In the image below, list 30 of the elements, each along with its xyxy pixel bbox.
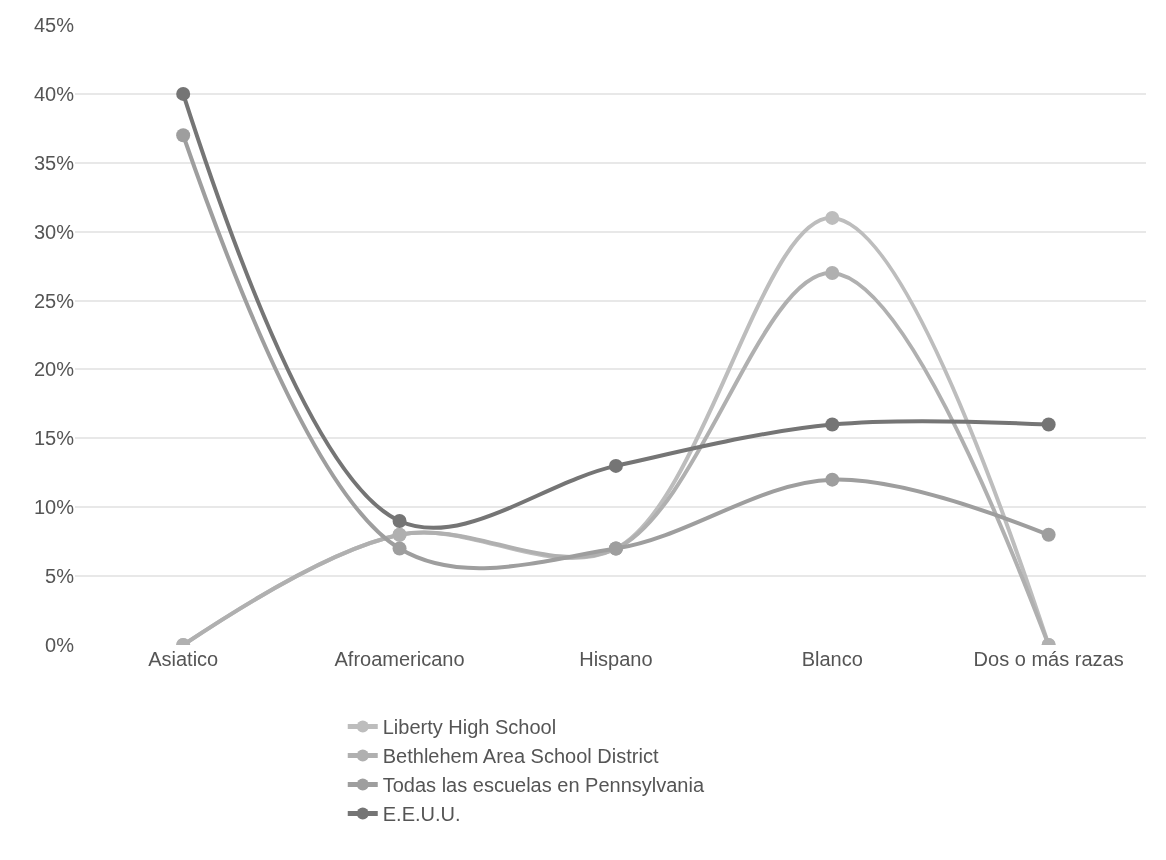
point (1041, 417, 1056, 432)
point (825, 210, 840, 225)
point (176, 128, 191, 143)
point (608, 458, 623, 473)
x-tick-label: Asiatico (148, 648, 219, 670)
y-tick-label: 30% (33, 220, 75, 243)
y-tick-label: 10% (33, 496, 75, 519)
point (392, 514, 407, 528)
point (825, 266, 840, 280)
legend-label: Bethlehem Area School District (382, 745, 659, 768)
y-tick-label: 20% (33, 358, 75, 381)
y-tick-label: 40% (33, 82, 75, 105)
legend-label: E.E.U.U. (382, 803, 461, 826)
legend-label: Liberty High School (382, 716, 557, 739)
point (825, 417, 840, 432)
legend-label: Todas las escuelas en Pennsylvania (382, 774, 705, 797)
point (1041, 527, 1056, 542)
x-tick-label: Afroamericano (334, 648, 465, 670)
point (176, 86, 191, 101)
point (392, 541, 407, 556)
x-tick-label: Hispano (579, 648, 653, 670)
y-tick-label: 35% (33, 151, 75, 174)
x-tick-label: Dos o más razas (973, 648, 1124, 670)
y-tick-label: 25% (33, 289, 75, 312)
y-tick-label: 15% (33, 427, 75, 450)
x-tick-label: Blanco (801, 648, 863, 670)
y-tick-label: 45% (33, 14, 75, 36)
point (825, 472, 840, 487)
y-tick-label: 5% (45, 565, 75, 588)
y-tick-label: 0% (45, 634, 75, 656)
